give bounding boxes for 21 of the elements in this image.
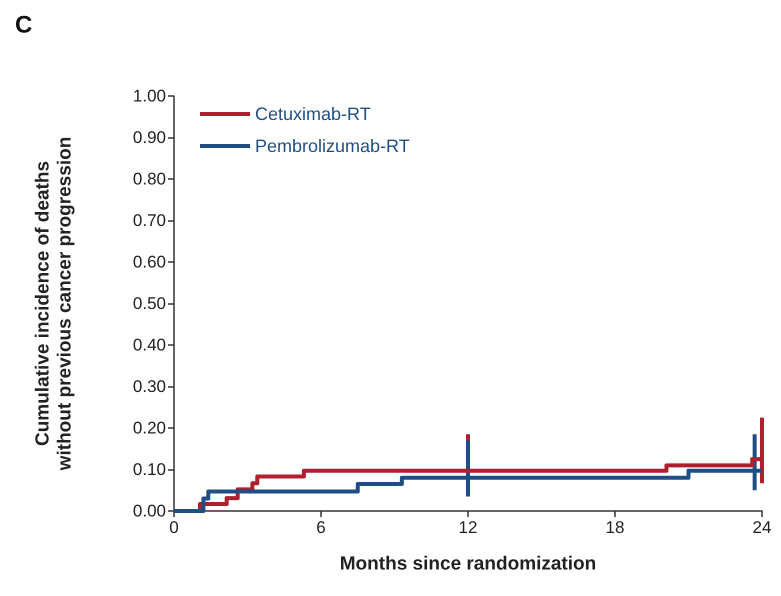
x-axis-title: Months since randomization (340, 554, 596, 574)
chart-title: C (15, 12, 32, 38)
y-tick-label: 0.40 (132, 336, 166, 354)
y-tick-label: 0.90 (132, 128, 166, 147)
x-tick-label: 18 (606, 518, 624, 537)
x-tick-label: 24 (752, 518, 772, 537)
y-tick-label: 0.00 (132, 502, 166, 520)
y-tick-label: 0.10 (132, 460, 166, 479)
legend-label: Cetuximab-RT (255, 104, 371, 124)
y-tick-label: 0.30 (132, 377, 166, 396)
y-tick-label: 0.20 (132, 418, 166, 438)
x-tick-label: 12 (458, 518, 478, 537)
y-tick-label: 0.60 (132, 252, 166, 272)
legend-label: Pembrolizumab-RT (255, 136, 410, 156)
x-tick-label: 6 (316, 518, 326, 537)
x-tick-label: 0 (169, 518, 179, 537)
y-tick-label: 1.00 (132, 86, 166, 106)
y-tick-label: 0.70 (132, 211, 166, 230)
y-tick-label: 0.50 (132, 294, 166, 313)
y-tick-label: 0.80 (132, 170, 166, 188)
y-axis-title: Cumulative incidence of deaths without previous cancer progression (32, 136, 76, 472)
